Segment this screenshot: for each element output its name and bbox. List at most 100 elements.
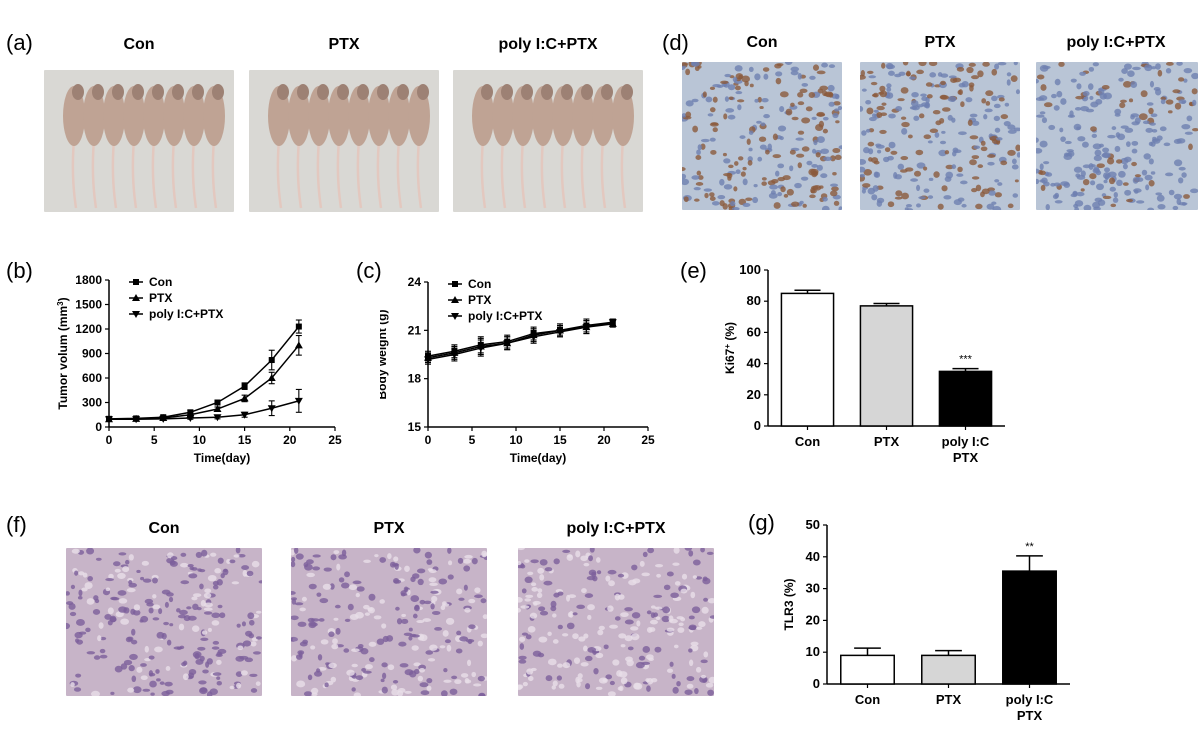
cell-nucleus xyxy=(631,612,641,619)
cell-nucleus xyxy=(993,103,1001,109)
cell-nucleus xyxy=(139,619,144,623)
mouse-body xyxy=(163,86,185,146)
cell-nucleus xyxy=(397,688,406,693)
cell-nucleus xyxy=(761,177,767,181)
cell-nucleus xyxy=(533,602,538,606)
cell-nucleus xyxy=(1142,120,1150,125)
cell-nucleus xyxy=(822,128,828,134)
cell-nucleus xyxy=(916,203,921,208)
cell-nucleus xyxy=(1000,114,1009,120)
cell-nucleus xyxy=(638,655,646,661)
cell-nucleus xyxy=(440,690,448,696)
cell-nucleus xyxy=(1118,170,1126,178)
cell-nucleus xyxy=(1074,200,1084,207)
mouse-body xyxy=(512,86,534,146)
cell-nucleus xyxy=(940,80,946,86)
cell-nucleus xyxy=(819,85,829,91)
cell-nucleus xyxy=(995,137,1003,141)
cell-nucleus xyxy=(732,76,738,82)
cell-nucleus xyxy=(144,598,154,604)
cell-nucleus xyxy=(674,581,681,586)
cell-nucleus xyxy=(392,680,399,684)
mouse-head xyxy=(212,84,224,100)
cell-nucleus xyxy=(958,131,967,136)
cell-nucleus xyxy=(772,133,778,141)
ihc-title-polyic-ptx: poly I:C+PTX xyxy=(1066,34,1166,51)
cell-nucleus xyxy=(539,574,545,581)
cell-nucleus xyxy=(701,606,709,614)
cell-nucleus xyxy=(980,140,986,146)
cell-nucleus xyxy=(545,675,553,682)
cell-nucleus xyxy=(73,687,82,692)
cell-nucleus xyxy=(987,161,995,166)
cell-nucleus xyxy=(1014,179,1019,183)
cell-nucleus xyxy=(830,183,839,187)
cell-nucleus xyxy=(1124,189,1132,196)
cell-nucleus xyxy=(656,573,662,578)
cell-nucleus xyxy=(418,667,426,673)
cell-nucleus xyxy=(1060,98,1067,105)
cell-nucleus xyxy=(164,681,173,687)
cell-nucleus xyxy=(1178,99,1187,104)
cell-nucleus xyxy=(902,62,909,66)
cell-nucleus xyxy=(387,664,395,671)
mouse-tail xyxy=(356,139,363,209)
cell-nucleus xyxy=(75,619,85,626)
cell-nucleus xyxy=(1150,66,1157,70)
cell-nucleus xyxy=(423,600,432,605)
cell-nucleus xyxy=(69,611,77,617)
cell-nucleus xyxy=(894,196,903,200)
cell-nucleus xyxy=(724,73,732,78)
cell-nucleus xyxy=(480,598,487,604)
cell-nucleus xyxy=(165,689,174,695)
cell-nucleus xyxy=(204,588,212,593)
cell-nucleus xyxy=(1041,117,1048,124)
cell-nucleus xyxy=(1124,127,1134,133)
cell-nucleus xyxy=(671,673,676,679)
cell-nucleus xyxy=(474,587,481,594)
cell-nucleus xyxy=(703,188,713,192)
marker-triangle-down xyxy=(186,415,195,423)
cell-nucleus xyxy=(530,582,537,587)
cell-nucleus xyxy=(196,607,202,611)
cell-nucleus xyxy=(1082,178,1090,186)
marker-triangle-down xyxy=(105,416,113,424)
cell-nucleus xyxy=(872,185,879,192)
cell-nucleus xyxy=(249,673,258,678)
cell-nucleus xyxy=(867,141,875,147)
cell-nucleus xyxy=(725,108,735,113)
cell-nucleus xyxy=(154,646,163,653)
cell-nucleus xyxy=(562,662,571,669)
cell-nucleus xyxy=(884,147,891,153)
cell-nucleus xyxy=(156,631,165,639)
bar xyxy=(1002,570,1057,685)
cell-nucleus xyxy=(728,96,734,100)
cell-nucleus xyxy=(860,159,867,165)
cell-nucleus xyxy=(695,155,702,161)
cell-nucleus xyxy=(109,615,117,623)
cell-nucleus xyxy=(800,176,809,181)
cell-nucleus xyxy=(202,669,209,674)
cell-nucleus xyxy=(691,175,700,180)
cell-nucleus xyxy=(663,584,671,591)
cell-nucleus xyxy=(332,638,338,645)
cell-nucleus xyxy=(180,552,187,557)
cell-nucleus xyxy=(770,190,776,195)
cell-nucleus xyxy=(426,685,432,691)
cell-nucleus xyxy=(877,149,882,154)
cell-nucleus xyxy=(203,592,212,599)
cell-nucleus xyxy=(468,624,476,630)
cell-nucleus xyxy=(720,80,729,85)
cell-nucleus xyxy=(127,687,135,693)
cell-nucleus xyxy=(575,550,581,558)
cell-nucleus xyxy=(1013,62,1018,66)
cell-nucleus xyxy=(1110,203,1117,208)
cell-nucleus xyxy=(562,549,571,554)
cell-nucleus xyxy=(650,612,656,619)
cell-nucleus xyxy=(417,578,424,586)
cell-nucleus xyxy=(482,614,487,620)
cell-nucleus xyxy=(873,171,879,178)
marker-triangle-down xyxy=(267,405,276,413)
cell-nucleus xyxy=(95,557,102,561)
cell-nucleus xyxy=(648,657,654,662)
